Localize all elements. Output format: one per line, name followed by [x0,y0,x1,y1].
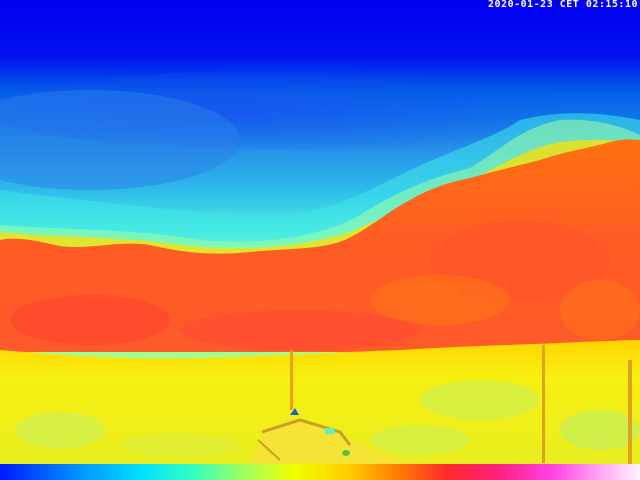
thermal-color-scale-icon [0,464,640,480]
thermal-scene [0,0,640,464]
timestamp-overlay: 2020-01-23 CET 02:15:10 [488,0,638,10]
